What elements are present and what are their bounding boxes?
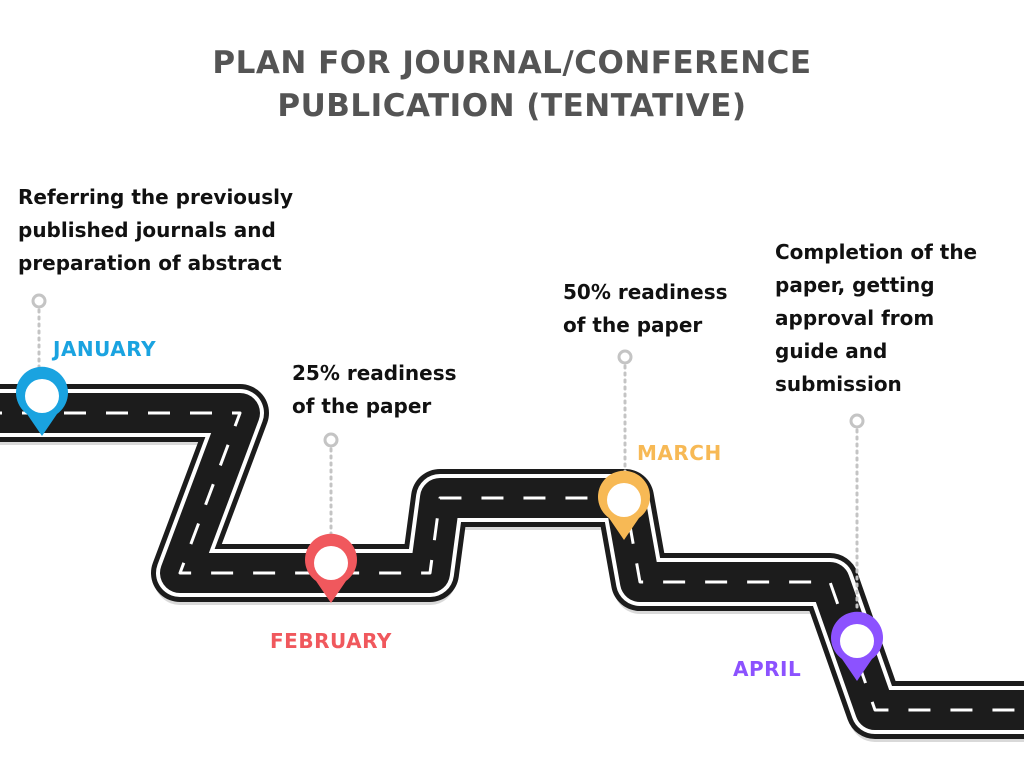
description-line: submission xyxy=(775,372,902,396)
title-line-1: PLAN FOR JOURNAL/CONFERENCE xyxy=(212,45,812,81)
milestone-description-march: 50% readiness of the paper xyxy=(563,276,728,342)
page-title: PLAN FOR JOURNAL/CONFERENCE PUBLICATION … xyxy=(0,42,1024,128)
milestone-description-january: Referring the previously published journ… xyxy=(18,181,293,280)
map-pin-icon xyxy=(598,470,650,540)
description-line: paper, getting xyxy=(775,273,935,297)
description-line: Referring the previously xyxy=(18,185,294,209)
connector-ring-february xyxy=(323,432,339,448)
description-line: published journals and xyxy=(18,218,276,242)
map-pin-icon xyxy=(831,611,883,681)
milestone-label-january: JANUARY xyxy=(53,337,157,361)
description-line: Completion of the xyxy=(775,240,978,264)
connector-ring-march xyxy=(617,349,633,365)
description-line: of the paper xyxy=(292,394,432,418)
connector-ring-april xyxy=(849,413,865,429)
milestone-label-february: FEBRUARY xyxy=(270,629,392,653)
milestone-label-april: APRIL xyxy=(733,657,802,681)
milestone-description-february: 25% readiness of the paper xyxy=(292,357,457,423)
description-line: 50% readiness xyxy=(563,280,728,304)
description-line: guide and xyxy=(775,339,888,363)
description-line: preparation of abstract xyxy=(18,251,282,275)
map-pin-icon xyxy=(16,366,69,436)
milestone-label-march: MARCH xyxy=(637,441,722,465)
description-line: of the paper xyxy=(563,313,703,337)
title-line-2: PUBLICATION (TENTATIVE) xyxy=(277,88,747,124)
description-line: approval from xyxy=(775,306,935,330)
milestone-description-april: Completion of the paper, getting approva… xyxy=(775,236,977,401)
road-center-dashes xyxy=(0,411,1024,712)
description-line: 25% readiness xyxy=(292,361,457,385)
connector-ring-january xyxy=(31,293,47,309)
connectors xyxy=(31,293,865,612)
map-pin-icon xyxy=(305,533,357,603)
